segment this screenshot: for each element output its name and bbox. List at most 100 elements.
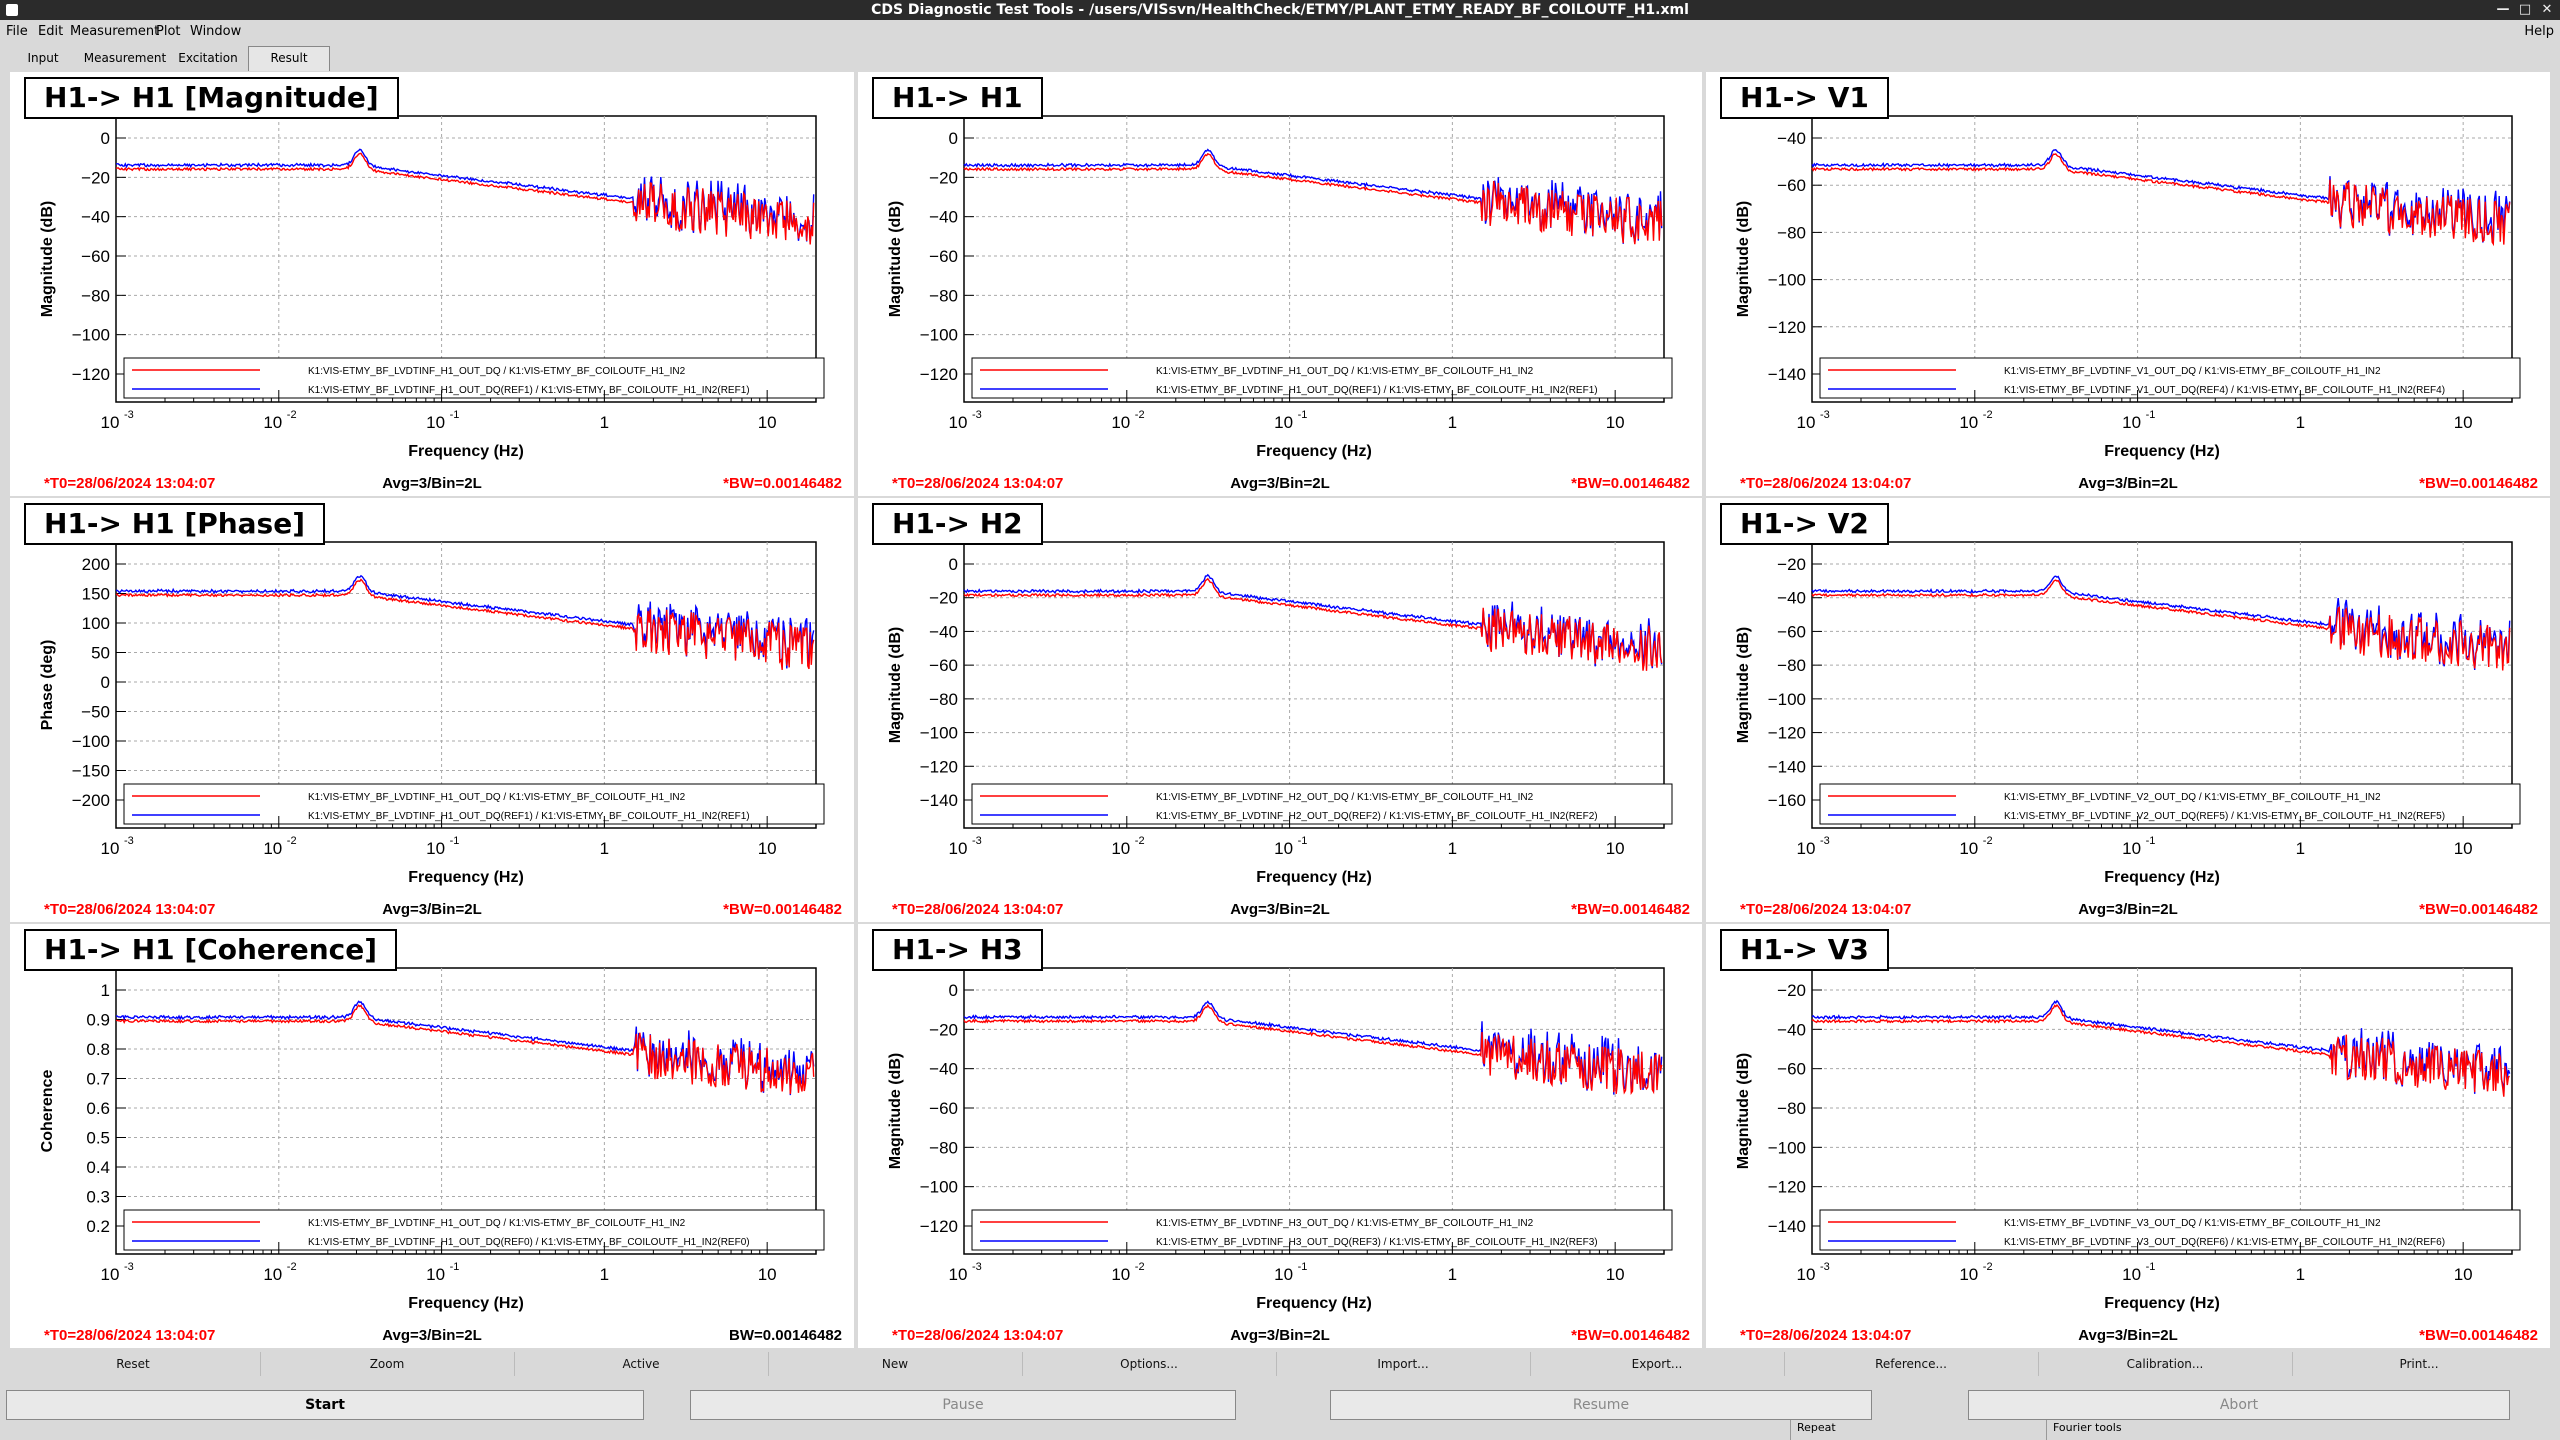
menu-measurement[interactable]: Measurement [70, 24, 160, 39]
y-axis-label: Magnitude (dB) [1735, 1053, 1752, 1169]
measured-trace [1811, 579, 2511, 671]
plot-panel-v3[interactable]: −20 −40 −60 −80 −100 −120 −140 K1:VIS-ETMY_BF_L… [1706, 924, 2550, 1348]
plot-canvas[interactable]: 200 150 100 50 0 −50 −100 −150 −200 K1:VIS-ETMY_B… [10, 498, 854, 922]
pause-button[interactable]: Pause [690, 1390, 1236, 1420]
x-tick-label: 1 [2296, 839, 2305, 858]
y-tick-label: −120 [1768, 1178, 1806, 1197]
plot-canvas[interactable]: −20 −40 −60 −80 −100 −120 −140 K1:VIS-ETMY_BF_L… [1706, 924, 2550, 1348]
plot-title: H1-> H2 [872, 503, 1043, 545]
reset-button[interactable]: Reset [6, 1352, 261, 1376]
window-title: CDS Diagnostic Test Tools - /users/VISsv… [871, 2, 1689, 18]
x-tick-label: 10 [263, 839, 282, 858]
plot-title: H1-> V2 [1720, 503, 1889, 545]
start-button[interactable]: Start [6, 1390, 644, 1420]
tab-bar: Input Measurement Excitation Result [0, 46, 2560, 71]
y-axis-label: Magnitude (dB) [1735, 201, 1752, 317]
y-tick-label: −100 [72, 732, 110, 751]
y-tick-label: 0 [101, 129, 110, 148]
legend-entry-measured: K1:VIS-ETMY_BF_LVDTINF_V1_OUT_DQ / K1:VI… [2004, 366, 2381, 377]
legend-entry-reference: K1:VIS-ETMY_BF_LVDTINF_H1_OUT_DQ(REF1) /… [308, 385, 750, 396]
y-tick-label: −80 [929, 1138, 958, 1157]
plot-canvas[interactable]: 0 −20 −40 −60 −80 −100 −120 K1:VIS-ETMY_BF_LVDT… [858, 924, 1702, 1348]
y-tick-label: 0 [949, 981, 958, 1000]
plot-panel-h3[interactable]: 0 −20 −40 −60 −80 −100 −120 K1:VIS-ETMY_BF_LVDT… [858, 924, 1702, 1348]
menu-file[interactable]: File [6, 24, 28, 39]
y-tick-label: −20 [929, 1020, 958, 1039]
x-tick-label: 10 [1606, 413, 1625, 432]
plot-panel-v2[interactable]: −20 −40 −60 −80 −100 −120 −140 −160 K1:VIS-ETMY_… [1706, 498, 2550, 922]
x-tick-exponent: -3 [972, 835, 982, 847]
import-button[interactable]: Import... [1276, 1352, 1531, 1376]
legend-entry-reference: K1:VIS-ETMY_BF_LVDTINF_V2_OUT_DQ(REF5) /… [2004, 811, 2445, 822]
y-tick-label: −100 [920, 1178, 958, 1197]
plot-legend: K1:VIS-ETMY_BF_LVDTINF_H1_OUT_DQ / K1:VI… [971, 357, 1673, 399]
tab-measurement[interactable]: Measurement [83, 51, 167, 65]
measured-trace [963, 577, 1663, 671]
menu-help[interactable]: Help [2524, 24, 2554, 39]
x-tick-exponent: -3 [1820, 409, 1830, 421]
plot-canvas[interactable]: −20 −40 −60 −80 −100 −120 −140 −160 K1:VIS-ETMY_… [1706, 498, 2550, 922]
start-time-label: *T0=28/06/2024 13:04:07 [1740, 901, 1911, 918]
active-button[interactable]: Active [514, 1352, 769, 1376]
legend-entry-reference: K1:VIS-ETMY_BF_LVDTINF_V1_OUT_DQ(REF4) /… [2004, 385, 2445, 396]
x-tick-label: 10 [1274, 413, 1293, 432]
menu-window[interactable]: Window [190, 24, 242, 39]
plot-frame [1811, 115, 2513, 403]
options-button[interactable]: Options... [1022, 1352, 1277, 1376]
minimize-icon[interactable]: — [2496, 2, 2510, 17]
zoom-button[interactable]: Zoom [260, 1352, 515, 1376]
legend-entry-measured: K1:VIS-ETMY_BF_LVDTINF_H1_OUT_DQ / K1:VI… [308, 792, 686, 803]
y-tick-label: −40 [1777, 589, 1806, 608]
tab-excitation[interactable]: Excitation [178, 51, 238, 65]
legend-entry-measured: K1:VIS-ETMY_BF_LVDTINF_H2_OUT_DQ / K1:VI… [1156, 792, 1534, 803]
plot-title: H1-> V1 [1720, 77, 1889, 119]
x-tick-label: 10 [1797, 839, 1816, 858]
y-tick-label: −20 [81, 168, 110, 187]
plot-canvas[interactable]: −40 −60 −80 −100 −120 −140 K1:VIS-ETMY_BF_LVDT… [1706, 72, 2550, 496]
legend-box [123, 783, 825, 825]
x-tick-label: 10 [1959, 1265, 1978, 1284]
plot-title: H1-> H1 [Coherence] [24, 929, 398, 971]
measured-trace [115, 578, 815, 670]
legend-entry-reference: K1:VIS-ETMY_BF_LVDTINF_V3_OUT_DQ(REF6) /… [2004, 1237, 2445, 1248]
new-button[interactable]: New [768, 1352, 1023, 1376]
x-tick-label: 10 [949, 839, 968, 858]
resume-button[interactable]: Resume [1330, 1390, 1872, 1420]
print-button[interactable]: Print... [2399, 1357, 2439, 1371]
plot-frame [963, 115, 1665, 403]
close-icon[interactable]: ✕ [2541, 2, 2553, 17]
calibration-button[interactable]: Calibration... [2038, 1352, 2293, 1376]
y-tick-label: 0.8 [86, 1040, 110, 1059]
app-icon[interactable] [6, 4, 18, 16]
plot-panel-phase[interactable]: 200 150 100 50 0 −50 −100 −150 −200 K1:VIS-ETMY_B… [10, 498, 854, 922]
plot-panel-v1[interactable]: −40 −60 −80 −100 −120 −140 K1:VIS-ETMY_BF_LVDT… [1706, 72, 2550, 496]
reference-button[interactable]: Reference... [1784, 1352, 2039, 1376]
bandwidth-label: *BW=0.00146482 [2419, 901, 2538, 918]
plot-canvas[interactable]: 0 −20 −40 −60 −80 −100 −120 −140 K1:VIS-ETMY_BF_… [858, 498, 1702, 922]
plot-panel-mag[interactable]: 0 −20 −40 −60 −80 −100 −120 K1:VIS-ETMY_BF_LVDT… [10, 72, 854, 496]
x-tick-exponent: -1 [1298, 1261, 1308, 1273]
x-tick-exponent: -1 [1298, 835, 1308, 847]
x-tick-label: 10 [2122, 1265, 2141, 1284]
y-tick-label: −40 [81, 208, 110, 227]
legend-box [1819, 783, 2521, 825]
plot-panel-h2[interactable]: 0 −20 −40 −60 −80 −100 −120 −140 K1:VIS-ETMY_BF_… [858, 498, 1702, 922]
maximize-icon[interactable]: □ [2518, 2, 2532, 17]
legend-box [1819, 357, 2521, 399]
plot-panel-coh[interactable]: 1 0.9 0.8 0.7 0.6 0.5 0.4 0.3 0.2 K1:VIS-ETMY_BF_… [10, 924, 854, 1348]
menu-edit[interactable]: Edit [38, 24, 64, 39]
plot-canvas[interactable]: 1 0.9 0.8 0.7 0.6 0.5 0.4 0.3 0.2 K1:VIS-ETMY_BF_… [10, 924, 854, 1348]
plot-legend: K1:VIS-ETMY_BF_LVDTINF_H3_OUT_DQ / K1:VI… [971, 1209, 1673, 1251]
export-button[interactable]: Export... [1530, 1352, 1785, 1376]
x-tick-label: 10 [758, 839, 777, 858]
tab-result[interactable]: Result [248, 46, 330, 71]
plot-canvas[interactable]: 0 −20 −40 −60 −80 −100 −120 K1:VIS-ETMY_BF_LVDT… [10, 72, 854, 496]
plot-canvas[interactable]: 0 −20 −40 −60 −80 −100 −120 K1:VIS-ETMY_BF_LVDT… [858, 72, 1702, 496]
y-tick-label: −100 [1768, 271, 1806, 290]
plot-panel-h1[interactable]: 0 −20 −40 −60 −80 −100 −120 K1:VIS-ETMY_BF_LVDT… [858, 72, 1702, 496]
tab-input[interactable]: Input [27, 51, 59, 65]
abort-button[interactable]: Abort [1968, 1390, 2510, 1420]
y-tick-label: 0.4 [86, 1158, 110, 1177]
x-tick-exponent: -1 [450, 835, 460, 847]
menu-plot[interactable]: Plot [156, 24, 181, 39]
